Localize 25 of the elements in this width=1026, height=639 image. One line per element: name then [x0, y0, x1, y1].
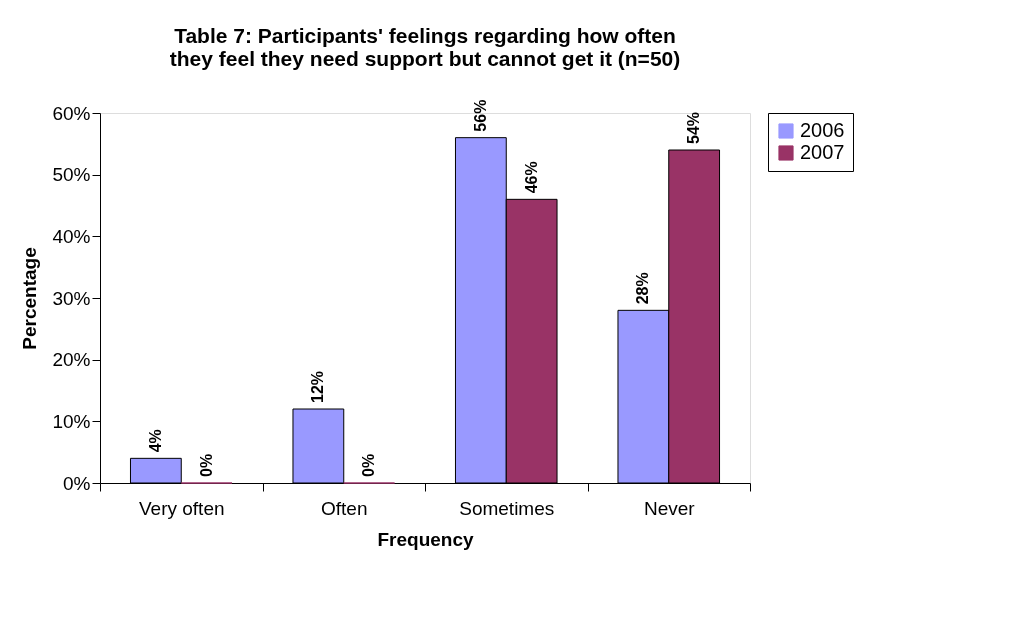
y-tick-label: 30%	[52, 287, 91, 309]
x-tick-label: Very often	[138, 497, 225, 519]
data-label: 56%	[471, 99, 489, 132]
x-tick-label: Never	[643, 497, 696, 519]
y-tick-label: 60%	[52, 102, 91, 124]
y-axis-title: Percentage	[19, 247, 41, 350]
x-tick-label: Often	[321, 497, 368, 519]
legend-label: 2006	[800, 119, 845, 141]
text: they feel they need support but cannot get it (n=50)	[169, 46, 681, 70]
data-label: 12%	[309, 370, 327, 403]
y-tick-label: 0%	[63, 472, 91, 494]
text: Table 7: Participants' feelings regarding how often	[174, 23, 676, 47]
data-label: 0%	[360, 453, 378, 477]
data-label: 0%	[197, 453, 215, 477]
y-tick-label: 20%	[52, 349, 91, 371]
data-label: 4%	[146, 429, 164, 453]
data-label: 54%	[685, 111, 703, 144]
legend-label: 2007	[800, 141, 845, 163]
y-tick-label: 50%	[52, 164, 91, 186]
y-tick-label: 10%	[52, 410, 91, 432]
y-tick-label: 40%	[52, 225, 91, 247]
x-axis-title: Frequency	[377, 528, 474, 550]
x-tick-label: Sometimes	[459, 497, 555, 519]
data-label: 28%	[634, 272, 652, 305]
data-label: 46%	[522, 161, 540, 194]
